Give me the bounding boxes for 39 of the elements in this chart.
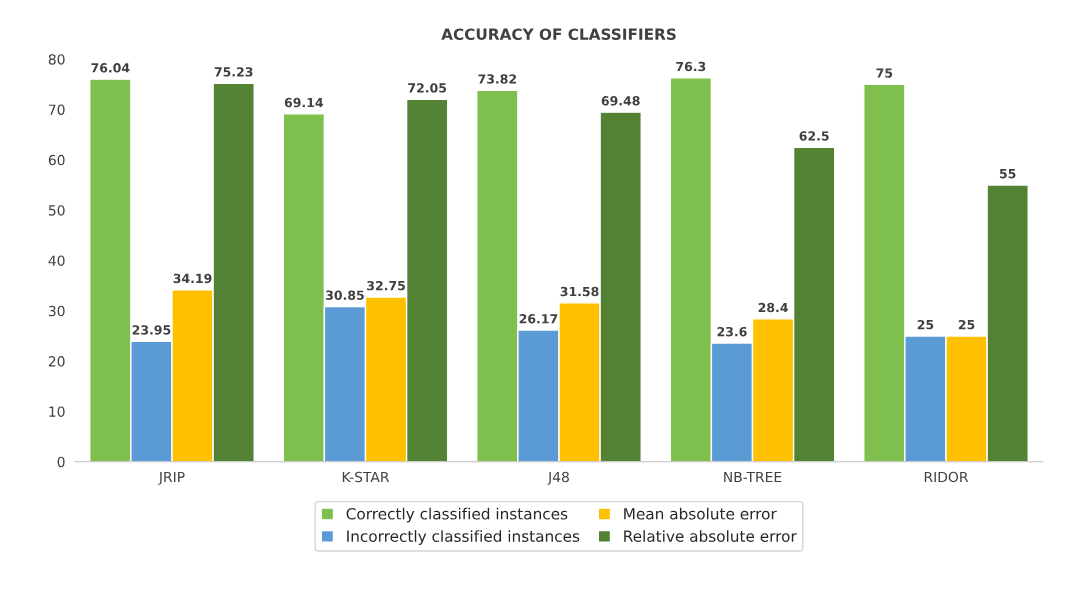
x-tick-label: NB-TREE [724, 471, 782, 483]
legend-label: Correctly classified instances [346, 507, 568, 523]
y-tick-label: 50 [48, 205, 65, 216]
y-tick-label: 10 [49, 406, 65, 417]
data-label: 76.3 [676, 61, 706, 72]
data-label: 28.4 [758, 302, 788, 313]
data-label: 26.17 [519, 314, 558, 324]
data-label: 76.04 [91, 63, 130, 73]
data-label: 30.85 [326, 290, 364, 300]
y-tick-label: 80 [48, 54, 65, 65]
data-label: 69.48 [601, 96, 640, 106]
x-tick-label: J48 [547, 471, 569, 485]
x-tick-label: JRIP [158, 471, 185, 485]
data-label: 73.82 [478, 74, 517, 84]
data-label: 62.5 [799, 131, 829, 141]
legend-label: Relative absolute error [624, 530, 797, 542]
legend-label: Mean absolute error [624, 507, 777, 520]
data-label: 55 [999, 169, 1016, 179]
data-label: 75 [876, 68, 893, 78]
data-label: 69.14 [284, 97, 324, 108]
y-tick-label: 0 [57, 456, 65, 468]
y-tick-label: 20 [48, 356, 65, 367]
y-tick-label: 70 [48, 104, 65, 115]
legend-label: Incorrectly classified instances [347, 530, 580, 545]
data-label: 23.6 [717, 326, 747, 337]
data-label: 72.05 [408, 83, 447, 93]
data-label: 25 [917, 319, 934, 330]
data-label: 25 [958, 319, 975, 330]
y-tick-label: 40 [48, 255, 65, 266]
y-tick-label: 60 [48, 154, 65, 166]
data-label: 32.75 [367, 280, 405, 291]
data-label: 75.23 [214, 67, 253, 77]
x-tick-label: K-STAR [342, 471, 390, 483]
x-tick-label: RIDOR [924, 471, 969, 483]
chart-title: ACCURACY OF CLASSIFIERS [441, 28, 676, 40]
data-label: 23.95 [132, 325, 171, 335]
data-label: 34.19 [173, 273, 212, 284]
y-tick-label: 30 [48, 305, 65, 317]
data-label: 31.58 [560, 286, 599, 297]
